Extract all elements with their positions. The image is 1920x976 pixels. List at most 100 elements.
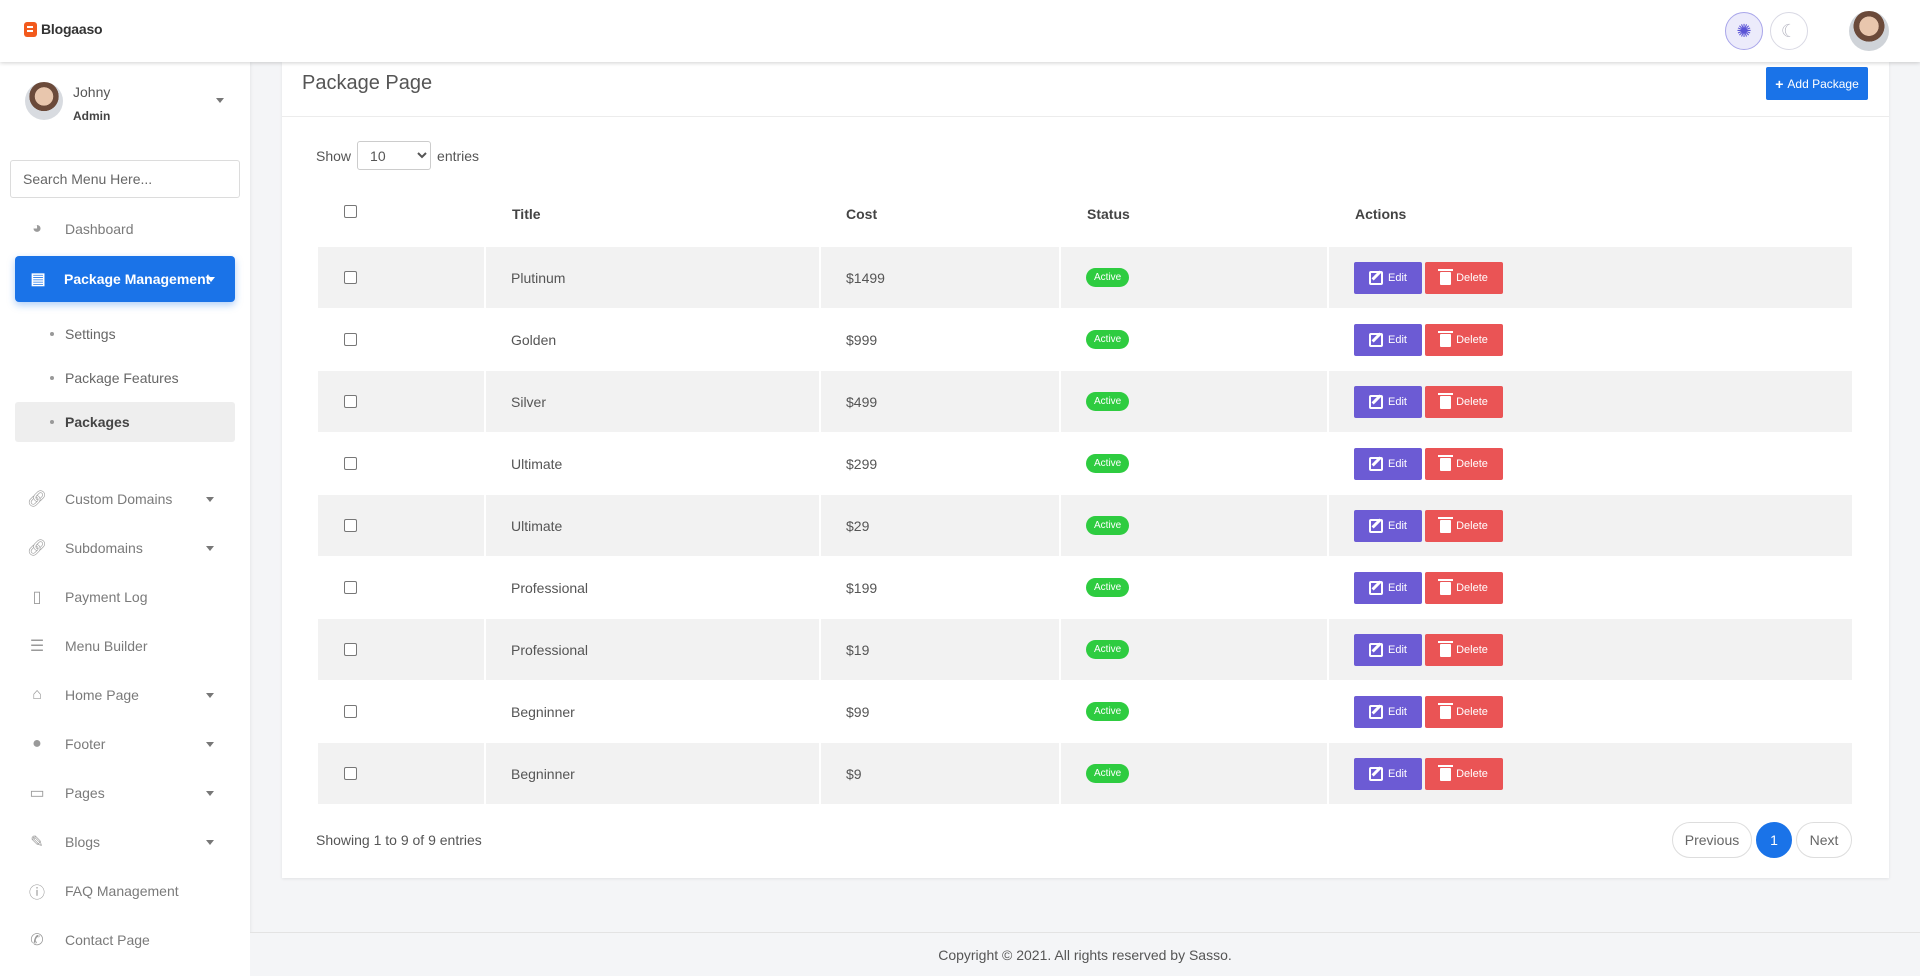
dark-mode-button[interactable]: ☾ bbox=[1770, 12, 1808, 50]
cost-cell: $19 bbox=[821, 619, 1059, 680]
page-size-control: Show 10 entries bbox=[316, 141, 479, 170]
page-size-select[interactable]: 10 bbox=[357, 141, 432, 170]
status-badge: Active bbox=[1086, 330, 1130, 349]
add-package-button[interactable]: + Add Package bbox=[1766, 67, 1868, 100]
chevron-down-icon bbox=[206, 692, 214, 698]
table-info: Showing 1 to 9 of 9 entries bbox=[316, 832, 482, 848]
select-all-checkbox[interactable] bbox=[344, 205, 357, 218]
package-cost: $1499 bbox=[846, 269, 885, 286]
delete-button[interactable]: Delete bbox=[1425, 571, 1503, 604]
trash-icon bbox=[1438, 331, 1454, 347]
package-cost: $19 bbox=[846, 641, 870, 658]
column-header-title[interactable]: Title bbox=[512, 206, 541, 222]
edit-label: Edit bbox=[1388, 519, 1407, 532]
trash-icon bbox=[1438, 641, 1454, 657]
title-cell: Begninner bbox=[486, 681, 819, 742]
edit-label: Edit bbox=[1388, 395, 1407, 408]
palette-icon: ◕ bbox=[32, 220, 42, 237]
status-cell: Active bbox=[1061, 309, 1327, 370]
package-cost: $999 bbox=[846, 331, 878, 348]
row-checkbox[interactable] bbox=[344, 457, 357, 470]
sidebar-subitem-label: Packages bbox=[65, 414, 130, 430]
sun-icon: ✺ bbox=[1736, 20, 1752, 41]
row-checkbox[interactable] bbox=[344, 581, 357, 594]
edit-button[interactable]: Edit bbox=[1354, 261, 1422, 294]
title-cell: Professional bbox=[486, 619, 819, 680]
search-menu-input[interactable] bbox=[10, 160, 240, 198]
light-mode-button[interactable]: ✺ bbox=[1725, 12, 1763, 50]
status-cell: Active bbox=[1061, 371, 1327, 432]
sidebar-item-blogs[interactable]: ✎ Blogs bbox=[0, 820, 250, 864]
pagination-previous[interactable]: Previous bbox=[1672, 822, 1752, 858]
edit-button[interactable]: Edit bbox=[1354, 571, 1422, 604]
row-checkbox[interactable] bbox=[344, 519, 357, 532]
sidebar-subitem-settings[interactable]: Settings bbox=[15, 314, 235, 354]
sidebar-item-subdomains[interactable]: 🔗︎ Subdomains bbox=[0, 526, 250, 570]
sidebar-item-footer[interactable]: ● Footer bbox=[0, 722, 250, 766]
row-checkbox-cell bbox=[318, 495, 484, 556]
column-header-status[interactable]: Status bbox=[1087, 206, 1130, 222]
edit-button[interactable]: Edit bbox=[1354, 757, 1422, 790]
package-title: Begninner bbox=[511, 703, 575, 720]
whatsapp-icon: ✆ bbox=[30, 932, 44, 949]
sidebar-item-menu-builder[interactable]: ☰ Menu Builder bbox=[0, 624, 250, 668]
logo[interactable]: Blogaaso bbox=[24, 21, 103, 37]
pagination-next[interactable]: Next bbox=[1796, 822, 1852, 858]
sidebar-item-custom-domains[interactable]: 🔗︎ Custom Domains bbox=[0, 477, 250, 521]
bullet-icon bbox=[50, 332, 54, 336]
edit-button[interactable]: Edit bbox=[1354, 695, 1422, 728]
chevron-down-icon[interactable] bbox=[216, 98, 224, 103]
delete-button[interactable]: Delete bbox=[1425, 757, 1503, 790]
sidebar-profile[interactable]: Johny Admin bbox=[0, 62, 250, 142]
row-checkbox[interactable] bbox=[344, 705, 357, 718]
table-row: Ultimate $299 Active Edit Delete bbox=[318, 433, 1852, 494]
delete-button[interactable]: Delete bbox=[1425, 695, 1503, 728]
package-title: Professional bbox=[511, 641, 589, 658]
sidebar-item-contact-page[interactable]: ✆ Contact Page bbox=[0, 918, 250, 962]
row-checkbox[interactable] bbox=[344, 395, 357, 408]
sidebar-item-payment-log[interactable]: ▯ Payment Log bbox=[0, 575, 250, 619]
row-checkbox[interactable] bbox=[344, 643, 357, 656]
edit-label: Edit bbox=[1388, 333, 1407, 346]
sidebar-item-label: FAQ Management bbox=[65, 883, 179, 899]
sidebar-subitem-packages[interactable]: Packages bbox=[15, 402, 235, 442]
edit-button[interactable]: Edit bbox=[1354, 633, 1422, 666]
pagination-page-1[interactable]: 1 bbox=[1756, 822, 1792, 858]
sidebar-item-dashboard[interactable]: ◕ Dashboard bbox=[0, 207, 250, 251]
actions-cell: Edit Delete bbox=[1329, 433, 1852, 494]
edit-button[interactable]: Edit bbox=[1354, 323, 1422, 356]
status-cell: Active bbox=[1061, 619, 1327, 680]
trash-icon bbox=[1438, 579, 1454, 595]
edit-button[interactable]: Edit bbox=[1354, 385, 1422, 418]
row-checkbox[interactable] bbox=[344, 333, 357, 346]
row-checkbox[interactable] bbox=[344, 271, 357, 284]
actions-cell: Edit Delete bbox=[1329, 619, 1852, 680]
sidebar-item-package-management[interactable]: ▤ Package Management bbox=[15, 256, 235, 302]
edit-icon bbox=[1369, 332, 1384, 347]
edit-icon bbox=[1369, 580, 1384, 595]
edit-icon bbox=[1369, 270, 1384, 285]
delete-button[interactable]: Delete bbox=[1425, 261, 1503, 294]
sidebar-subitem-package-features[interactable]: Package Features bbox=[15, 358, 235, 398]
bullet-icon bbox=[50, 420, 54, 424]
delete-button[interactable]: Delete bbox=[1425, 447, 1503, 480]
package-title: Professional bbox=[511, 579, 589, 596]
edit-label: Edit bbox=[1388, 767, 1407, 780]
sidebar-item-faq-management[interactable]: ⓘ FAQ Management bbox=[0, 869, 250, 913]
sidebar-item-home-page[interactable]: ⌂ Home Page bbox=[0, 673, 250, 717]
link-icon: 🔗︎ bbox=[26, 540, 48, 557]
edit-button[interactable]: Edit bbox=[1354, 447, 1422, 480]
column-header-cost[interactable]: Cost bbox=[846, 206, 878, 222]
delete-button[interactable]: Delete bbox=[1425, 323, 1503, 356]
question-circle-icon: ⓘ bbox=[28, 885, 45, 902]
row-checkbox-cell bbox=[318, 681, 484, 742]
sidebar-item-pages[interactable]: ▭ Pages bbox=[0, 771, 250, 815]
edit-button[interactable]: Edit bbox=[1354, 509, 1422, 542]
table-row: Professional $199 Active Edit Delete bbox=[318, 557, 1852, 618]
row-checkbox[interactable] bbox=[344, 767, 357, 780]
delete-button[interactable]: Delete bbox=[1425, 509, 1503, 542]
delete-button[interactable]: Delete bbox=[1425, 633, 1503, 666]
delete-button[interactable]: Delete bbox=[1425, 385, 1503, 418]
user-avatar[interactable] bbox=[1849, 11, 1889, 51]
sidebar-item-label: Blogs bbox=[65, 834, 101, 850]
